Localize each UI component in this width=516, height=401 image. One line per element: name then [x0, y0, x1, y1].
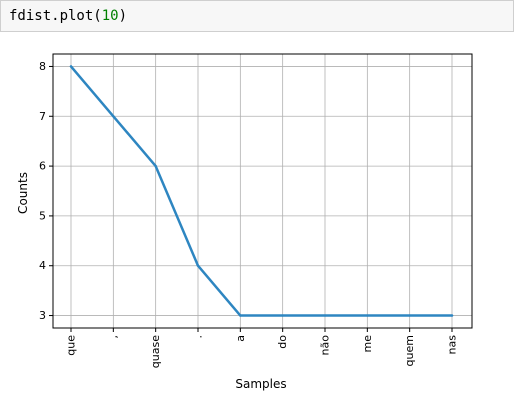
data-point: [408, 314, 411, 317]
y-tick-label: 7: [39, 110, 46, 123]
data-point: [196, 264, 200, 267]
y-tick-label: 8: [39, 60, 46, 73]
data-point: [69, 65, 73, 68]
x-tick-label: que: [65, 335, 78, 356]
data-point: [323, 314, 327, 317]
data-point: [450, 314, 454, 317]
plot-area: [53, 54, 472, 328]
counts-series-line: [69, 65, 454, 317]
x-tick-label: quase: [149, 335, 162, 368]
y-tick-label: 3: [39, 309, 46, 322]
y-axis-label: Counts: [16, 172, 30, 214]
x-tick-label: me: [361, 335, 374, 353]
x-axis-label: Samples: [235, 377, 286, 391]
x-tick-label: não: [319, 335, 332, 356]
x-tick-label: quem: [403, 335, 416, 366]
x-tick-label: ,: [107, 335, 120, 339]
y-tick-label: 6: [39, 160, 46, 173]
data-point: [281, 314, 284, 317]
x-tick-label: a: [234, 335, 247, 342]
plot-frame: [52, 53, 473, 329]
code-close-paren: ): [118, 8, 128, 24]
data-point: [112, 115, 115, 118]
code-function: fdist.plot(: [9, 8, 102, 24]
data-point: [239, 314, 242, 317]
code-cell[interactable]: fdist.plot(10): [0, 0, 514, 32]
data-point: [154, 164, 157, 168]
y-tick-label: 4: [39, 259, 46, 272]
x-tick-label: nas: [446, 335, 459, 355]
data-point: [366, 314, 369, 317]
x-tick-label: do: [276, 335, 289, 349]
y-tick-label: 5: [39, 209, 46, 222]
code-argument: 10: [101, 8, 119, 24]
code-line[interactable]: fdist.plot(10): [9, 8, 127, 24]
x-tick-label: .: [192, 335, 205, 339]
